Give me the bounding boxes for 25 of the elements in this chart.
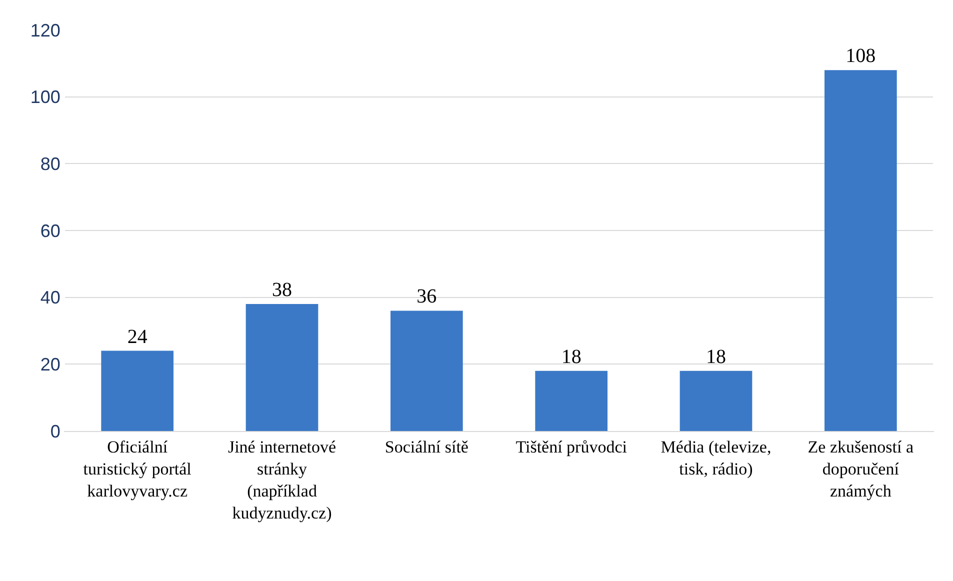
y-tick-label: 0: [50, 421, 60, 442]
data-label: 18: [561, 346, 582, 368]
x-tick-label: Tištění průvodci: [516, 437, 628, 456]
y-tick-label: 100: [30, 87, 60, 108]
x-tick-label: Jiné internetové stránky (například kudyznudy.cz): [228, 437, 336, 523]
data-label: 18: [706, 346, 726, 368]
y-tick-label: 60: [40, 220, 60, 241]
data-label: 38: [272, 279, 292, 302]
bar: [535, 370, 608, 431]
y-tick-label: 20: [40, 354, 60, 374]
bar: [390, 310, 463, 431]
x-tick-label: Oficiální turistický portál karlovyvary.cz: [83, 437, 192, 501]
bar: [680, 370, 752, 431]
x-tick-label: Média (televize, tisk, rádio): [660, 437, 772, 478]
y-tick-label: 40: [40, 288, 60, 308]
x-tick-label: Sociální sítě: [384, 437, 468, 456]
data-label: 36: [416, 286, 437, 308]
data-label: 108: [846, 45, 876, 68]
y-tick-label: 80: [40, 154, 60, 174]
bar: [246, 304, 318, 431]
x-tick-label: Ze zkušeností a doporučení známých: [808, 437, 914, 501]
y-tick-label: 120: [30, 20, 60, 40]
bar: [824, 70, 897, 431]
bar: [101, 350, 174, 431]
data-label: 24: [127, 326, 148, 348]
